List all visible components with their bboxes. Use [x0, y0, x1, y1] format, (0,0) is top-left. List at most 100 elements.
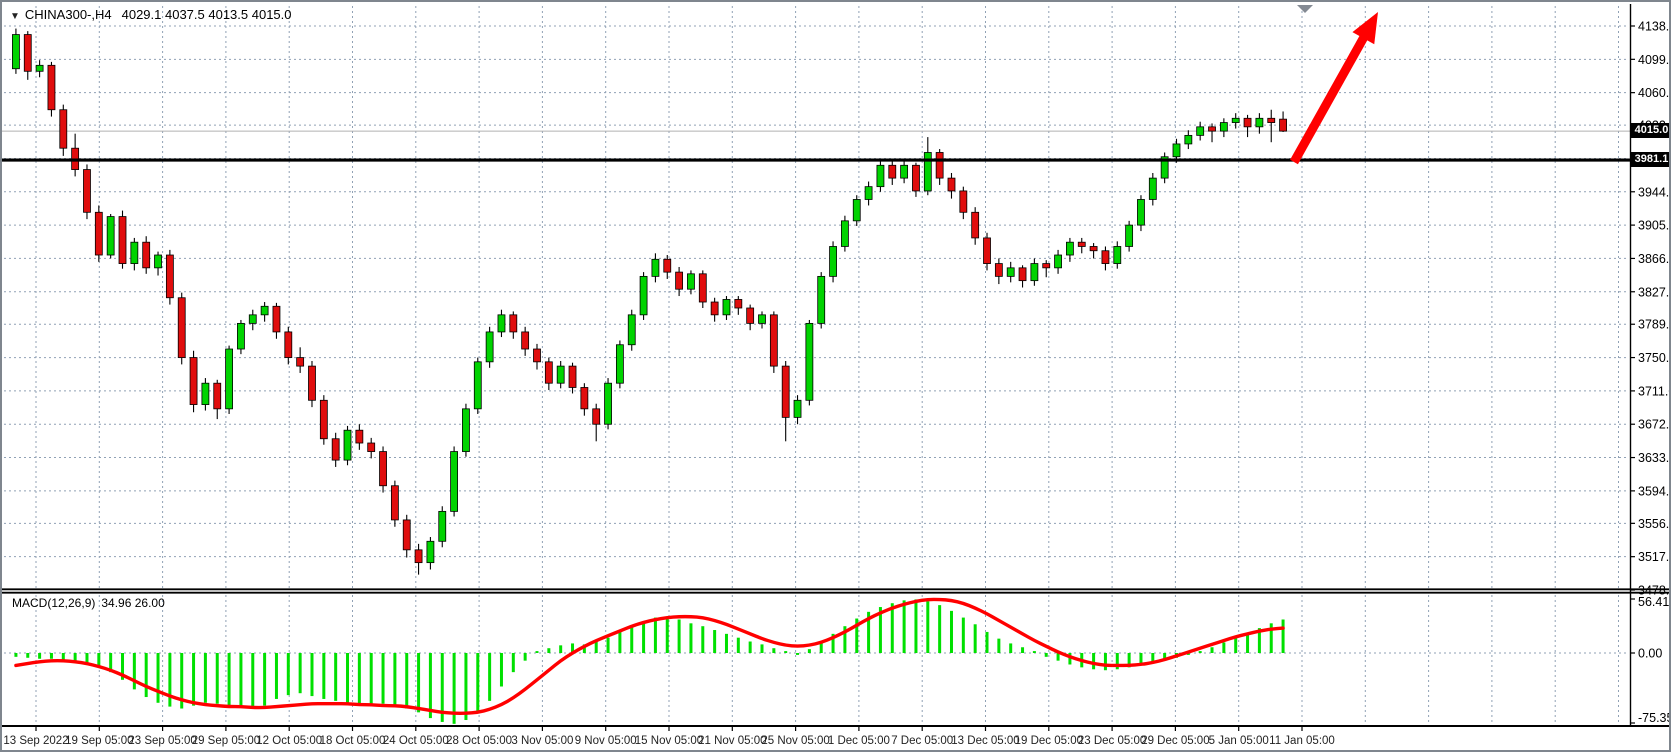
candle-bull[interactable] [1219, 122, 1228, 132]
candle-bear[interactable] [580, 387, 589, 410]
candle-bear[interactable] [367, 442, 376, 452]
candle-bull[interactable] [1125, 224, 1134, 247]
candle-bull[interactable] [805, 322, 814, 401]
candlestick-series[interactable] [12, 28, 1287, 575]
candle-bear[interactable] [1089, 246, 1098, 252]
candle-bull[interactable] [154, 254, 162, 269]
candle-bear[interactable] [971, 211, 980, 239]
candle-bear[interactable] [1279, 118, 1287, 132]
candle-bull[interactable] [225, 348, 233, 410]
candle-bull[interactable] [864, 186, 873, 200]
candle-bull[interactable] [1184, 134, 1193, 145]
candle-bull[interactable] [758, 314, 766, 324]
candle-bull[interactable] [841, 220, 849, 247]
candle-bear[interactable] [1018, 267, 1027, 282]
candle-bull[interactable] [473, 361, 482, 410]
candle-bear[interactable] [888, 164, 897, 179]
candle-bear[interactable] [746, 307, 755, 324]
candle-bull[interactable] [106, 216, 115, 256]
candle-bear[interactable] [296, 357, 305, 367]
trend-arrow-annotation[interactable] [1290, 12, 1378, 165]
candle-bull[interactable] [426, 540, 435, 564]
candle-bear[interactable] [1243, 117, 1252, 128]
candle-bull[interactable] [260, 305, 269, 316]
candle-bull[interactable] [1054, 254, 1062, 269]
candle-bull[interactable] [1255, 117, 1264, 128]
candle-bull[interactable] [639, 275, 648, 316]
candle-bear[interactable] [734, 299, 743, 309]
candle-bear[interactable] [935, 152, 944, 179]
candle-bear[interactable] [59, 109, 68, 149]
candle-bull[interactable] [1196, 126, 1205, 136]
candle-bear[interactable] [189, 357, 198, 405]
candle-bull[interactable] [1066, 241, 1074, 256]
candle-bear[interactable] [308, 365, 316, 401]
candle-bear[interactable] [213, 382, 222, 410]
candle-bull[interactable] [900, 164, 909, 179]
candle-bull[interactable] [343, 429, 352, 461]
panel-splitter[interactable] [2, 588, 1671, 594]
candle-bull[interactable] [450, 451, 458, 512]
candle-bear[interactable] [390, 485, 399, 521]
candle-bear[interactable] [521, 331, 530, 350]
symbol-dropdown-icon[interactable]: ▼ [10, 11, 20, 22]
candle-bull[interactable] [793, 399, 802, 418]
candle-bull[interactable] [35, 64, 44, 72]
candle-bear[interactable] [1042, 263, 1051, 269]
candle-bear[interactable] [959, 190, 968, 213]
candle-bear[interactable] [355, 429, 364, 444]
candle-bear[interactable] [142, 241, 151, 269]
candle-bear[interactable] [912, 164, 920, 192]
candle-bear[interactable] [544, 361, 553, 384]
candle-bear[interactable] [592, 408, 601, 425]
candle-bull[interactable] [1006, 267, 1015, 277]
candle-bear[interactable] [83, 169, 91, 213]
candle-bear[interactable] [698, 273, 707, 303]
candle-bear[interactable] [319, 399, 328, 440]
candle-bear[interactable] [983, 237, 991, 264]
candle-bear[interactable] [675, 271, 684, 290]
candle-bull[interactable] [651, 258, 660, 277]
candle-bear[interactable] [177, 297, 186, 358]
candle-bull[interactable] [1137, 199, 1145, 226]
candle-bear[interactable] [1208, 126, 1216, 132]
candle-bull[interactable] [1231, 117, 1240, 123]
candle-bull[interactable] [817, 275, 826, 324]
candle-bear[interactable] [710, 301, 719, 316]
candle-bear[interactable] [165, 254, 174, 299]
candle-bear[interactable] [284, 331, 293, 358]
price-axis[interactable]: 4138.04099.04060.04022.03944.03905.03866… [1630, 20, 1671, 598]
candle-bull[interactable] [248, 314, 257, 324]
candle-bull[interactable] [722, 299, 731, 316]
candle-bull[interactable] [485, 331, 494, 363]
candle-bear[interactable] [1101, 250, 1110, 264]
candle-bull[interactable] [615, 344, 624, 384]
candle-bear[interactable] [509, 314, 518, 333]
macd-axis[interactable]: 56.41 0.00 -75.35 [1630, 595, 1671, 725]
candle-bear[interactable] [272, 305, 281, 333]
candle-bull[interactable] [201, 382, 210, 405]
candle-bear[interactable] [1267, 117, 1276, 123]
candle-bull[interactable] [497, 314, 506, 333]
candle-bull[interactable] [627, 314, 636, 346]
candle-bear[interactable] [533, 348, 541, 363]
scroll-marker-icon[interactable] [1297, 5, 1313, 13]
candle-bear[interactable] [568, 365, 577, 388]
candle-bull[interactable] [923, 152, 932, 192]
candle-bear[interactable] [23, 34, 32, 72]
candle-bull[interactable] [438, 510, 447, 542]
candle-bear[interactable] [402, 519, 411, 551]
candle-bear[interactable] [769, 314, 778, 367]
candle-bull[interactable] [1160, 156, 1169, 179]
candle-bear[interactable] [994, 263, 1003, 277]
candle-bull[interactable] [687, 273, 695, 290]
candle-bear[interactable] [1077, 241, 1086, 247]
candle-bull[interactable] [130, 241, 139, 264]
candle-bull[interactable] [556, 365, 565, 384]
candle-bull[interactable] [12, 34, 20, 70]
candle-bull[interactable] [1030, 263, 1039, 282]
candle-bull[interactable] [1172, 143, 1181, 158]
candle-bull[interactable] [604, 382, 612, 425]
